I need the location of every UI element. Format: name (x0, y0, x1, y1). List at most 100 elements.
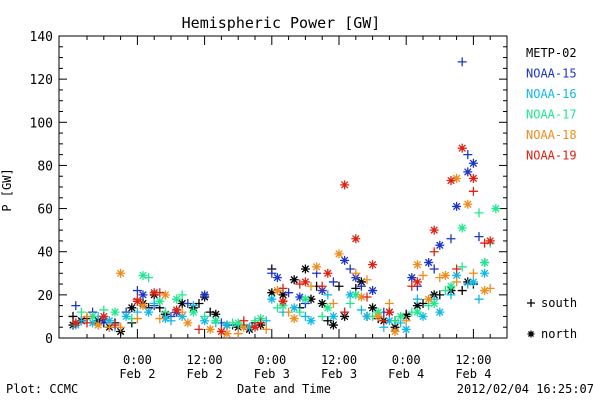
data-point-north (272, 286, 282, 296)
data-point-south (200, 311, 210, 321)
data-point-north (104, 316, 114, 326)
data-point-south (457, 286, 467, 296)
data-point-south (351, 268, 361, 278)
data-point-south (345, 264, 355, 274)
data-point-north (468, 277, 478, 287)
marker-legend-label: north (541, 327, 577, 341)
legend-entry: NOAA-15 (526, 67, 577, 81)
x-tick-time-label: 0:00 (257, 353, 286, 367)
data-point-south (76, 307, 86, 317)
data-point-south (474, 232, 484, 242)
data-point-north (289, 303, 299, 313)
data-point-north (328, 311, 338, 321)
data-point-north (289, 275, 299, 285)
data-point-north (412, 301, 422, 311)
data-point-south (474, 294, 484, 304)
data-point-north (177, 298, 187, 308)
y-tick-label: 40 (37, 246, 53, 261)
x-tick-date-label: Feb 2 (187, 367, 223, 381)
data-point-north (396, 311, 406, 321)
data-point-north (491, 204, 501, 214)
data-point-north (244, 322, 254, 332)
data-point-north (412, 307, 422, 317)
data-point-north (172, 294, 182, 304)
data-point-north (463, 167, 473, 177)
data-point-north (200, 290, 210, 300)
x-tick-time-label: 12:00 (187, 353, 223, 367)
data-point-north (93, 320, 103, 330)
chart-title: Hemispheric Power [GW] (182, 14, 381, 32)
x-tick-time-label: 12:00 (455, 353, 491, 367)
data-point-north (368, 260, 378, 270)
data-point-south (132, 286, 142, 296)
plot-credit: Plot: CCMC (6, 382, 78, 396)
data-point-north (468, 158, 478, 168)
data-point-north (211, 316, 221, 326)
data-point-north (351, 290, 361, 300)
data-point-north (340, 255, 350, 265)
y-tick-label: 80 (37, 159, 53, 174)
data-point-north (362, 311, 372, 321)
data-point-south (295, 307, 305, 317)
data-point-north (452, 201, 462, 211)
data-point-north (412, 260, 422, 270)
data-point-south (446, 290, 456, 300)
data-point-south (440, 286, 450, 296)
data-point-north (110, 307, 120, 317)
data-point-south (356, 281, 366, 291)
data-point-south (468, 268, 478, 278)
data-point-north (250, 322, 260, 332)
data-point-north (138, 301, 148, 311)
y-tick-label: 60 (37, 203, 53, 218)
legend-entry: NOAA-18 (526, 128, 577, 142)
data-point-south (452, 264, 462, 274)
data-point-south (306, 281, 316, 291)
data-point-north (424, 294, 434, 304)
data-point-north (144, 307, 154, 317)
data-point-south (379, 316, 389, 326)
x-tick-time-label: 12:00 (321, 353, 357, 367)
data-point-north (429, 225, 439, 235)
data-point-south (356, 305, 366, 315)
data-point-south (474, 208, 484, 218)
x-tick-time-label: 0:00 (123, 353, 152, 367)
data-point-south (284, 288, 294, 298)
data-point-north (446, 176, 456, 186)
data-point-north (480, 268, 490, 278)
data-point-north (272, 273, 282, 283)
data-point-north (233, 318, 243, 328)
data-point-south (323, 316, 333, 326)
data-point-north (412, 277, 422, 287)
data-point-north (323, 268, 333, 278)
data-point-north (267, 294, 277, 304)
data-point-south (429, 247, 439, 257)
data-point-north (334, 249, 344, 259)
x-tick-date-label: Feb 4 (455, 367, 491, 381)
data-point-north (188, 307, 198, 317)
data-point-north (440, 270, 450, 280)
data-point-south (183, 298, 193, 308)
data-point-south (401, 316, 411, 326)
data-points (68, 57, 501, 339)
data-point-north (183, 318, 193, 328)
data-point-north (289, 314, 299, 324)
data-point-north (446, 281, 456, 291)
data-point-south (362, 275, 372, 285)
data-point-north (300, 264, 310, 274)
data-point-south (390, 316, 400, 326)
data-point-north (373, 311, 383, 321)
data-point-north (222, 329, 232, 339)
data-point-north (116, 268, 126, 278)
data-point-north (216, 327, 226, 337)
data-point-north (407, 273, 417, 283)
data-point-south (132, 314, 142, 324)
marker-legend-entry: south (527, 296, 577, 310)
data-point-north (384, 307, 394, 317)
data-point-north (99, 311, 109, 321)
data-point-north (452, 270, 462, 280)
data-point-north (306, 294, 316, 304)
data-point-north (300, 277, 310, 287)
data-point-south (418, 270, 428, 280)
data-point-south (463, 150, 473, 160)
data-point-south (446, 234, 456, 244)
